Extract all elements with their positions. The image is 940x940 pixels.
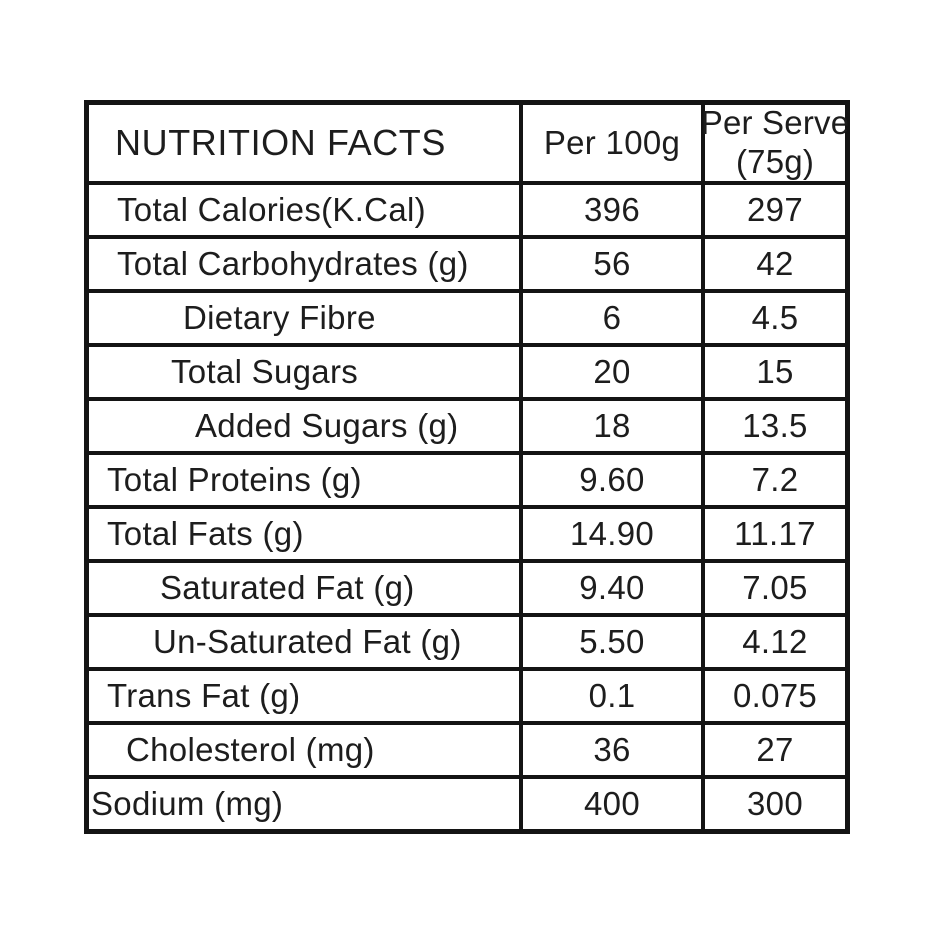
row-value-per100g-total-sugars: 20 bbox=[523, 347, 701, 397]
row-value-per100g-total-carbohydrates: 56 bbox=[523, 239, 701, 289]
row-value-perserve-total-carbohydrates: 42 bbox=[705, 239, 845, 289]
row-label-unsaturated-fat: Un-Saturated Fat (g) bbox=[89, 617, 519, 667]
row-value-perserve-total-sugars: 15 bbox=[705, 347, 845, 397]
per-serve-header-line1: Per Serve bbox=[700, 104, 850, 142]
row-value-per100g-total-calories: 396 bbox=[523, 185, 701, 235]
column-header-per-serve: Per Serve (75g) bbox=[701, 104, 849, 181]
row-value-per100g-total-proteins: 9.60 bbox=[523, 455, 701, 505]
row-value-per100g-saturated-fat: 9.40 bbox=[523, 563, 701, 613]
row-label-total-carbohydrates: Total Carbohydrates (g) bbox=[89, 239, 519, 289]
row-value-perserve-dietary-fibre: 4.5 bbox=[705, 293, 845, 343]
row-value-per100g-added-sugars: 18 bbox=[523, 401, 701, 451]
row-value-perserve-sodium: 300 bbox=[705, 779, 845, 829]
row-label-saturated-fat: Saturated Fat (g) bbox=[89, 563, 519, 613]
row-label-sodium: Sodium (mg) bbox=[89, 779, 519, 829]
row-value-perserve-saturated-fat: 7.05 bbox=[705, 563, 845, 613]
row-label-cholesterol: Cholesterol (mg) bbox=[89, 725, 519, 775]
row-value-perserve-added-sugars: 13.5 bbox=[705, 401, 845, 451]
row-label-added-sugars: Added Sugars (g) bbox=[89, 401, 519, 451]
row-value-perserve-total-fats: 11.17 bbox=[705, 509, 845, 559]
row-value-per100g-dietary-fibre: 6 bbox=[523, 293, 701, 343]
column-header-per-100g: Per 100g bbox=[523, 105, 701, 181]
row-value-per100g-trans-fat: 0.1 bbox=[523, 671, 701, 721]
row-value-per100g-sodium: 400 bbox=[523, 779, 701, 829]
row-label-total-sugars: Total Sugars bbox=[89, 347, 519, 397]
per-serve-header-line2: (75g) bbox=[735, 143, 815, 180]
row-value-perserve-unsaturated-fat: 4.12 bbox=[705, 617, 845, 667]
row-label-dietary-fibre: Dietary Fibre bbox=[89, 293, 519, 343]
table-title: NUTRITION FACTS bbox=[89, 105, 519, 181]
row-value-per100g-total-fats: 14.90 bbox=[523, 509, 701, 559]
row-label-total-calories: Total Calories(K.Cal) bbox=[89, 185, 519, 235]
row-value-per100g-cholesterol: 36 bbox=[523, 725, 701, 775]
row-label-total-proteins: Total Proteins (g) bbox=[89, 455, 519, 505]
row-label-total-fats: Total Fats (g) bbox=[89, 509, 519, 559]
row-value-perserve-total-calories: 297 bbox=[705, 185, 845, 235]
row-value-per100g-unsaturated-fat: 5.50 bbox=[523, 617, 701, 667]
row-value-perserve-trans-fat: 0.075 bbox=[705, 671, 845, 721]
row-label-trans-fat: Trans Fat (g) bbox=[89, 671, 519, 721]
nutrition-facts-table: NUTRITION FACTS Per 100g Per Serve (75g)… bbox=[84, 100, 850, 834]
row-value-perserve-cholesterol: 27 bbox=[705, 725, 845, 775]
row-value-perserve-total-proteins: 7.2 bbox=[705, 455, 845, 505]
